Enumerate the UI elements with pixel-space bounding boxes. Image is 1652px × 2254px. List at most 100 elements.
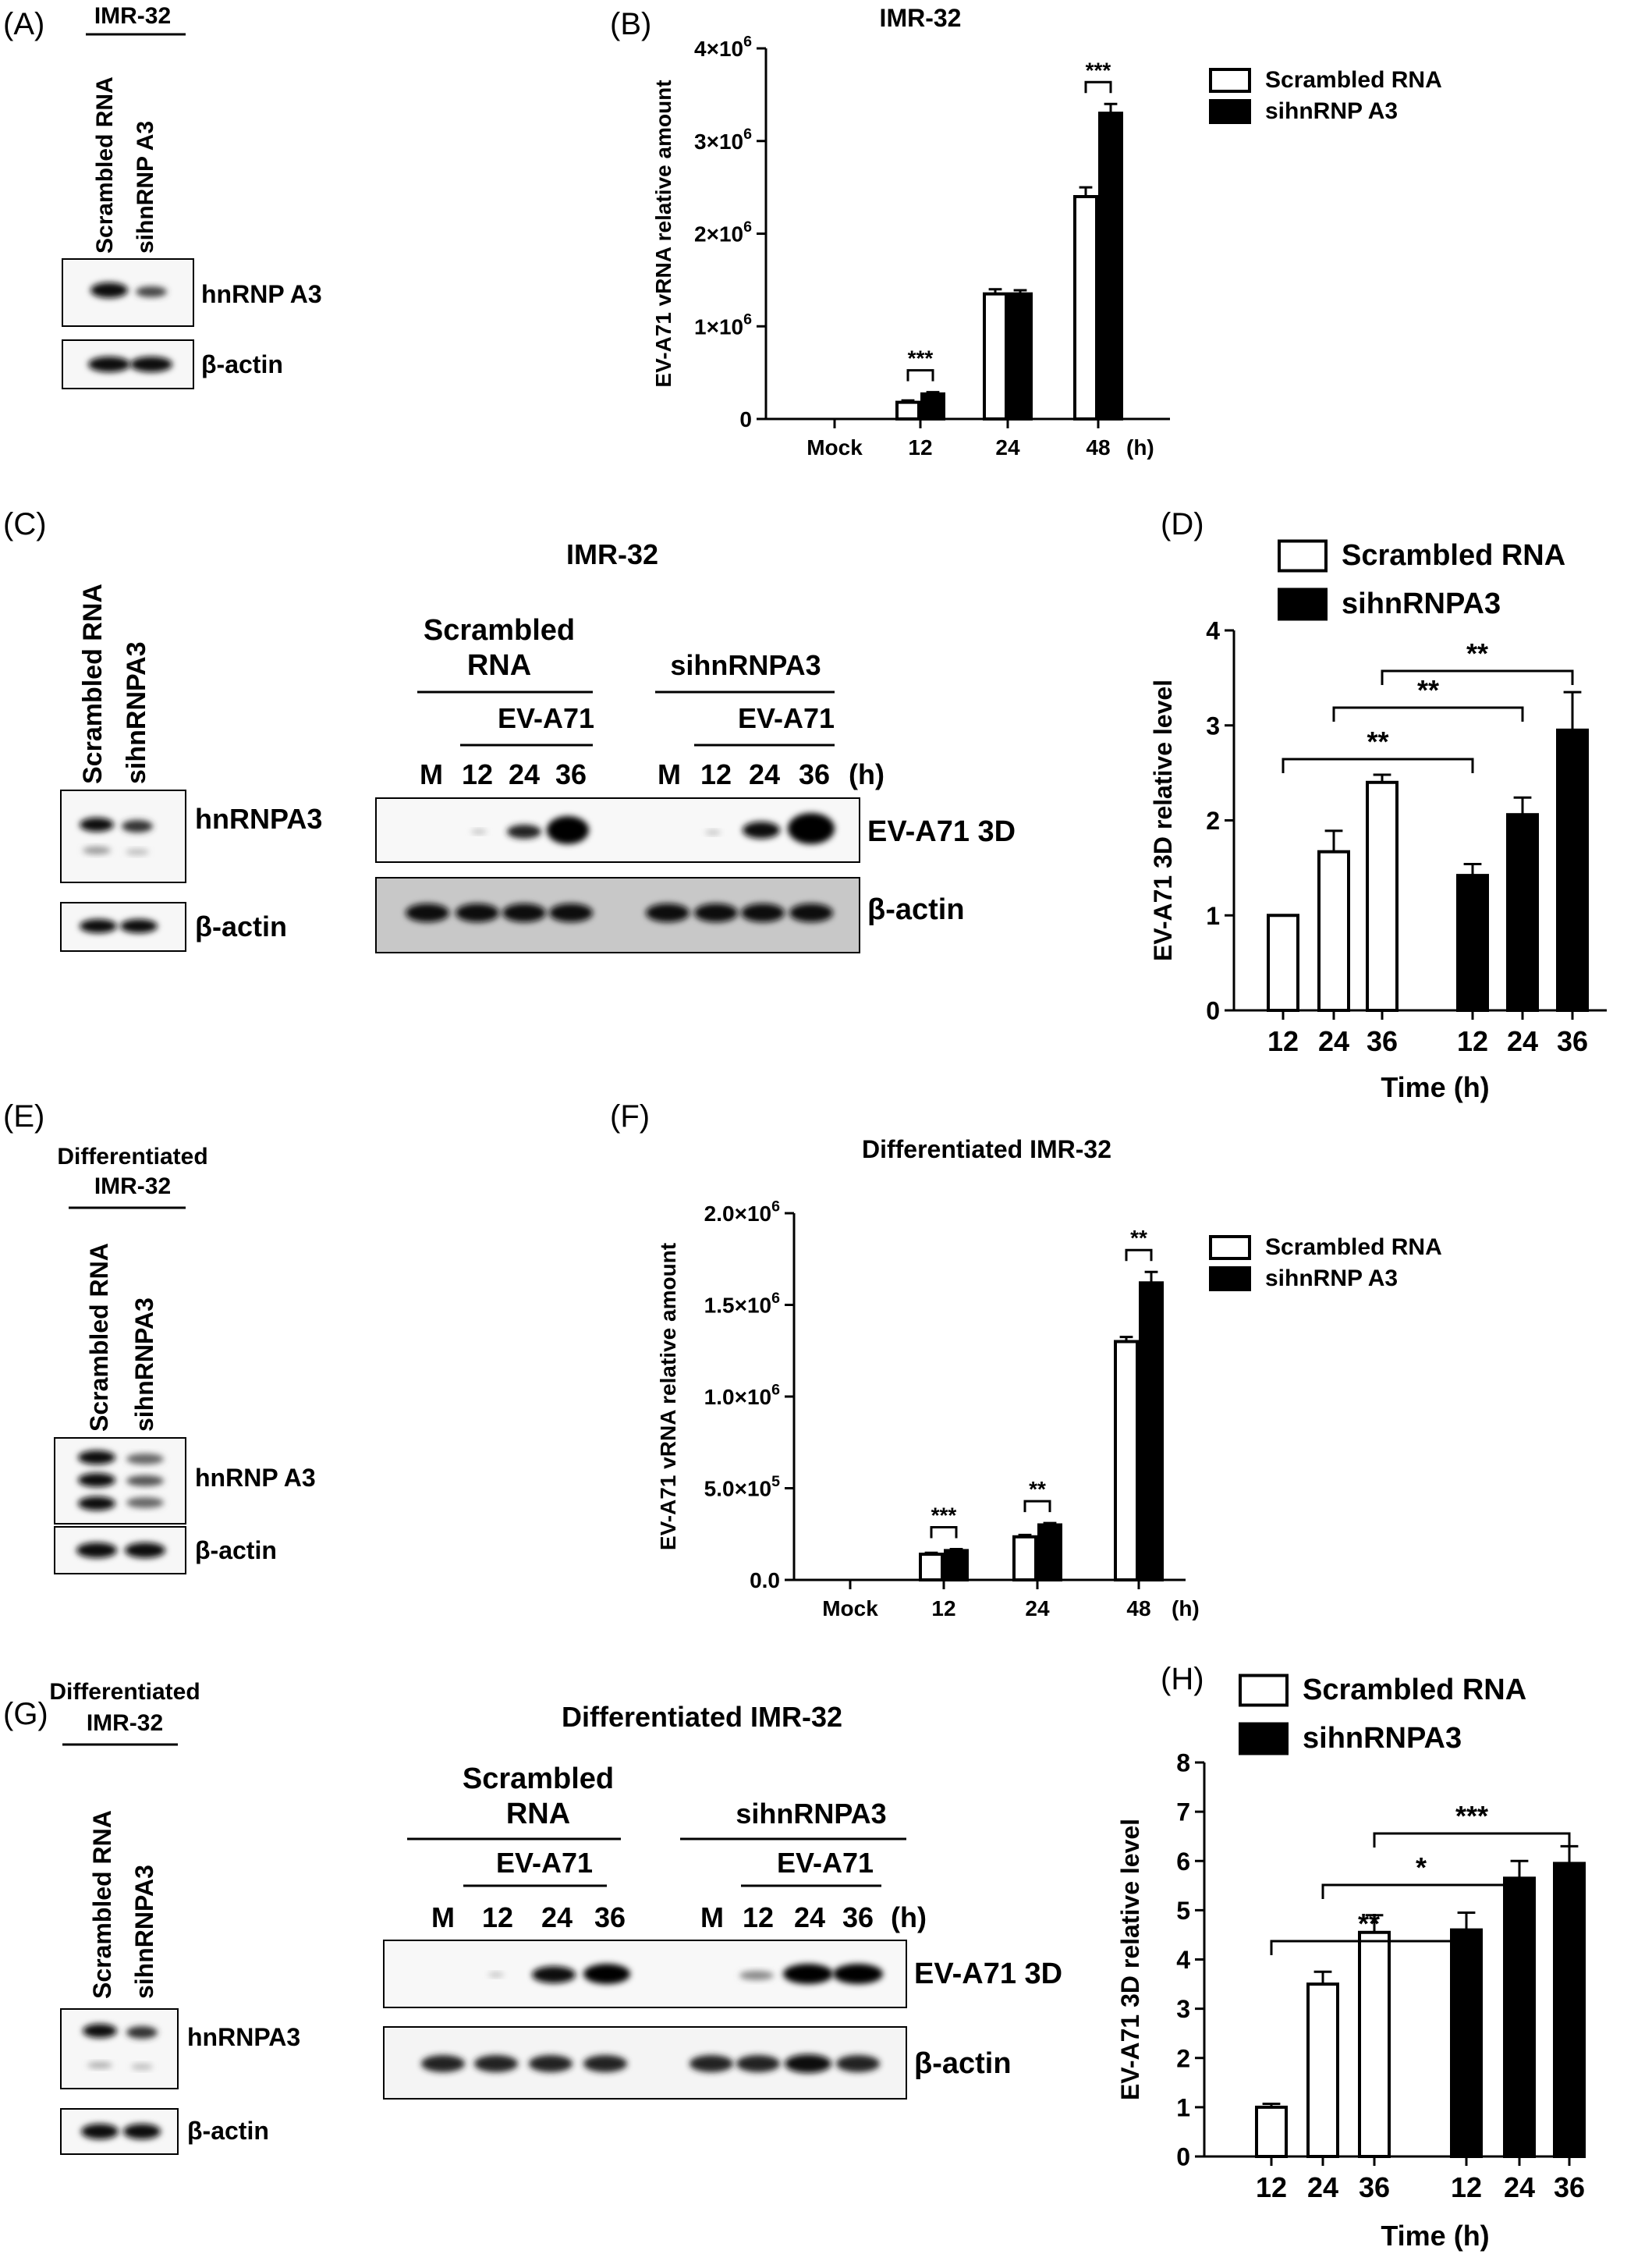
significance-bracket xyxy=(1332,706,1524,722)
bar xyxy=(1450,1928,1483,2158)
blot-c-lane: 36 xyxy=(799,758,830,790)
blot-e-cell-line-1: Differentiated xyxy=(57,1144,207,1170)
band xyxy=(80,919,117,933)
blot-g-virus-1: EV-A71 xyxy=(496,1847,593,1879)
band xyxy=(785,2054,831,2073)
x-tick-label: 24 xyxy=(1504,2171,1535,2203)
band xyxy=(126,1475,164,1486)
band xyxy=(547,816,589,844)
x-tick-label: 12 xyxy=(1267,1025,1299,1057)
significance-label: *** xyxy=(1086,58,1111,82)
blot-g-band-1: EV-A71 3D xyxy=(914,1958,1062,1990)
legend-swatch xyxy=(1239,1722,1289,1755)
blot-c-lane: M xyxy=(420,758,443,790)
blot-c-lane: 12 xyxy=(700,758,732,790)
x-tick-label: 24 xyxy=(1307,2171,1338,2203)
band xyxy=(126,2026,158,2039)
blot-panel-a: IMR-32 Scrambled RNA sihnRNP A3 hnRNP A3… xyxy=(62,3,322,389)
bar xyxy=(1553,1862,1586,2158)
band xyxy=(87,2062,112,2068)
blot-panel-e: Differentiated IMR-32 Scrambled RNA sihn… xyxy=(54,1144,316,1574)
y-tick-label: 4 xyxy=(1176,1946,1190,1974)
bar xyxy=(1012,1535,1037,1582)
blot-g-group-1-line-2: RNA xyxy=(506,1798,570,1830)
blot-g-lane: 36 xyxy=(594,1901,626,1933)
blot-c-small-band-2: β-actin xyxy=(195,910,287,942)
x-tick-label: 12 xyxy=(931,1596,955,1620)
band xyxy=(78,1496,115,1510)
blot-c-group-2: sihnRNPA3 xyxy=(670,649,821,681)
blot-g-group-1-line-1: Scrambled xyxy=(463,1762,614,1795)
y-axis-label: EV-A71 vRNA relative amount xyxy=(656,1243,680,1550)
x-tick-label: Mock xyxy=(822,1596,878,1620)
legend-label: sihnRNP A3 xyxy=(1265,98,1398,124)
blot-e-lane-1: Scrambled RNA xyxy=(85,1243,113,1432)
band xyxy=(532,1966,576,1983)
legend-label: sihnRNPA3 xyxy=(1342,587,1501,620)
blot-a-lane-2: sihnRNP A3 xyxy=(133,121,158,254)
band xyxy=(83,847,111,854)
blot-g-small-cell-line-2: IMR-32 xyxy=(87,1710,163,1736)
legend-label: sihnRNP A3 xyxy=(1265,1265,1398,1291)
blot-g-small-lane-2: sihnRNPA3 xyxy=(130,1865,158,1999)
blot-g-small-band-2: β-actin xyxy=(187,2117,269,2145)
panel-label-e: (E) xyxy=(3,1099,44,1134)
blot-g-lane: 36 xyxy=(842,1901,874,1933)
chart-f: 0.0 5.0×105 1.0×106 1.5×106 2.0×106 Different… xyxy=(656,1135,1442,1620)
band xyxy=(502,903,546,922)
significance-bracket xyxy=(1125,1248,1153,1262)
significance-bracket xyxy=(1084,80,1112,94)
x-tick-label: 48 xyxy=(1086,435,1110,460)
band xyxy=(836,2055,880,2072)
blot-g-small-band-1: hnRNPA3 xyxy=(187,2023,300,2051)
band xyxy=(406,903,449,922)
blot-panel-c-small: Scrambled RNA sihnRNPA3 hnRNPA3 β-actin xyxy=(60,584,322,952)
y-tick-label: 1×106 xyxy=(694,311,752,339)
legend-swatch xyxy=(1239,1674,1289,1707)
y-tick-label: 1.0×106 xyxy=(704,1381,780,1409)
legend-label: sihnRNPA3 xyxy=(1303,1722,1462,1755)
bar xyxy=(920,392,945,421)
significance-bracket xyxy=(1381,669,1574,685)
band xyxy=(131,2064,153,2070)
y-tick-label: 1 xyxy=(1176,2093,1190,2121)
x-axis-label: Time (h) xyxy=(1381,2220,1489,2252)
blot-c-lane: M xyxy=(658,758,681,790)
blot-g-band-2: β-actin xyxy=(914,2047,1012,2080)
x-tick-label: 36 xyxy=(1359,2171,1390,2203)
blot-g-lane: M xyxy=(431,1901,455,1933)
blot-c-lane: 36 xyxy=(555,758,587,790)
blot-e-band-1: hnRNP A3 xyxy=(195,1464,316,1492)
bar xyxy=(983,292,1008,421)
y-tick-label: 4×106 xyxy=(694,33,752,61)
legend-swatch xyxy=(1209,1266,1251,1291)
x-tick-label: 24 xyxy=(1025,1596,1050,1620)
bar xyxy=(1456,874,1489,1012)
blot-g-lane: 12 xyxy=(482,1901,513,1933)
x-tick-label: 12 xyxy=(908,435,932,460)
x-unit-label: (h) xyxy=(1172,1596,1200,1620)
band xyxy=(130,357,172,372)
significance-label: *** xyxy=(1455,1800,1488,1832)
significance-bracket xyxy=(1373,1832,1571,1848)
legend-swatch xyxy=(1278,539,1328,573)
chart-title: Differentiated IMR-32 xyxy=(862,1135,1111,1163)
band xyxy=(739,1971,774,1980)
x-tick-label: Mock xyxy=(807,435,863,460)
blot-g-lane: M xyxy=(700,1901,724,1933)
significance-label: ** xyxy=(1130,1226,1147,1250)
blot-c-lane: 24 xyxy=(749,758,780,790)
significance-label: * xyxy=(1416,1851,1427,1883)
blot-a-lane-1: Scrambled RNA xyxy=(92,76,118,254)
blot-panel-g-small: Differentiated IMR-32 Scrambled RNA sihn… xyxy=(49,1679,300,2155)
bar xyxy=(1073,195,1098,421)
legend-swatch xyxy=(1278,587,1328,621)
blot-e-lane-2: sihnRNPA3 xyxy=(130,1297,158,1432)
x-tick-label: 12 xyxy=(1451,2171,1482,2203)
panel-label-h: (H) xyxy=(1161,1662,1204,1696)
bar xyxy=(1366,780,1399,1012)
panel-label-b: (B) xyxy=(610,7,651,41)
y-tick-label: 0.0 xyxy=(750,1568,780,1592)
band xyxy=(83,2024,117,2038)
